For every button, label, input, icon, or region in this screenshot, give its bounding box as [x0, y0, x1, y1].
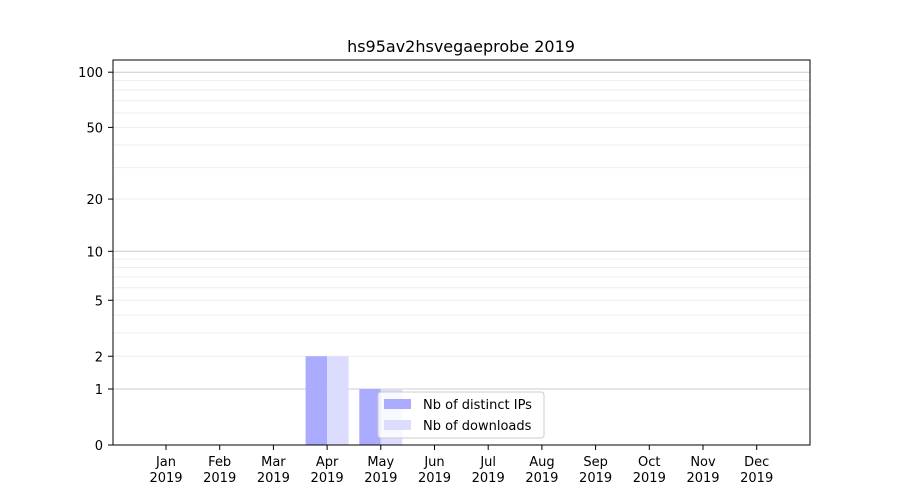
y-tick-label: 20 — [86, 193, 103, 208]
legend-label-ips: Nb of distinct IPs — [423, 398, 532, 413]
x-tick-label: Jan 2019 — [149, 455, 182, 486]
legend-label-downloads: Nb of downloads — [423, 419, 532, 434]
y-tick-label: 5 — [95, 294, 103, 309]
x-tick-label: Apr 2019 — [311, 455, 344, 486]
x-tick-label: Aug 2019 — [525, 455, 558, 486]
y-tick-label: 10 — [86, 245, 103, 260]
x-tick-label: Nov 2019 — [686, 455, 719, 486]
chart-title: hs95av2hsvegaeprobe 2019 — [347, 37, 575, 56]
bar-ips — [359, 389, 381, 445]
x-tick-label: Jul 2019 — [472, 455, 505, 486]
bar-ips — [305, 356, 328, 445]
x-tick-label: Dec 2019 — [740, 455, 773, 486]
bar-downloads — [327, 356, 349, 445]
y-tick-label: 1 — [95, 383, 103, 398]
x-tick-label: Oct 2019 — [633, 455, 666, 486]
y-tick-label: 2 — [95, 350, 103, 365]
legend: Nb of distinct IPs Nb of downloads — [377, 391, 545, 439]
legend-swatch-downloads — [384, 420, 411, 430]
y-tick-label: 100 — [78, 66, 103, 81]
x-tick-label: Mar 2019 — [257, 455, 290, 486]
y-tick-label: 50 — [86, 121, 103, 136]
legend-swatch-ips — [384, 399, 411, 409]
x-tick-label: May 2019 — [364, 455, 397, 486]
y-tick-label: 0 — [95, 439, 103, 454]
x-tick-label: Feb 2019 — [203, 455, 236, 486]
x-tick-label: Jun 2019 — [418, 455, 451, 486]
x-tick-label: Sep 2019 — [579, 455, 612, 486]
plot-frame — [112, 59, 811, 446]
